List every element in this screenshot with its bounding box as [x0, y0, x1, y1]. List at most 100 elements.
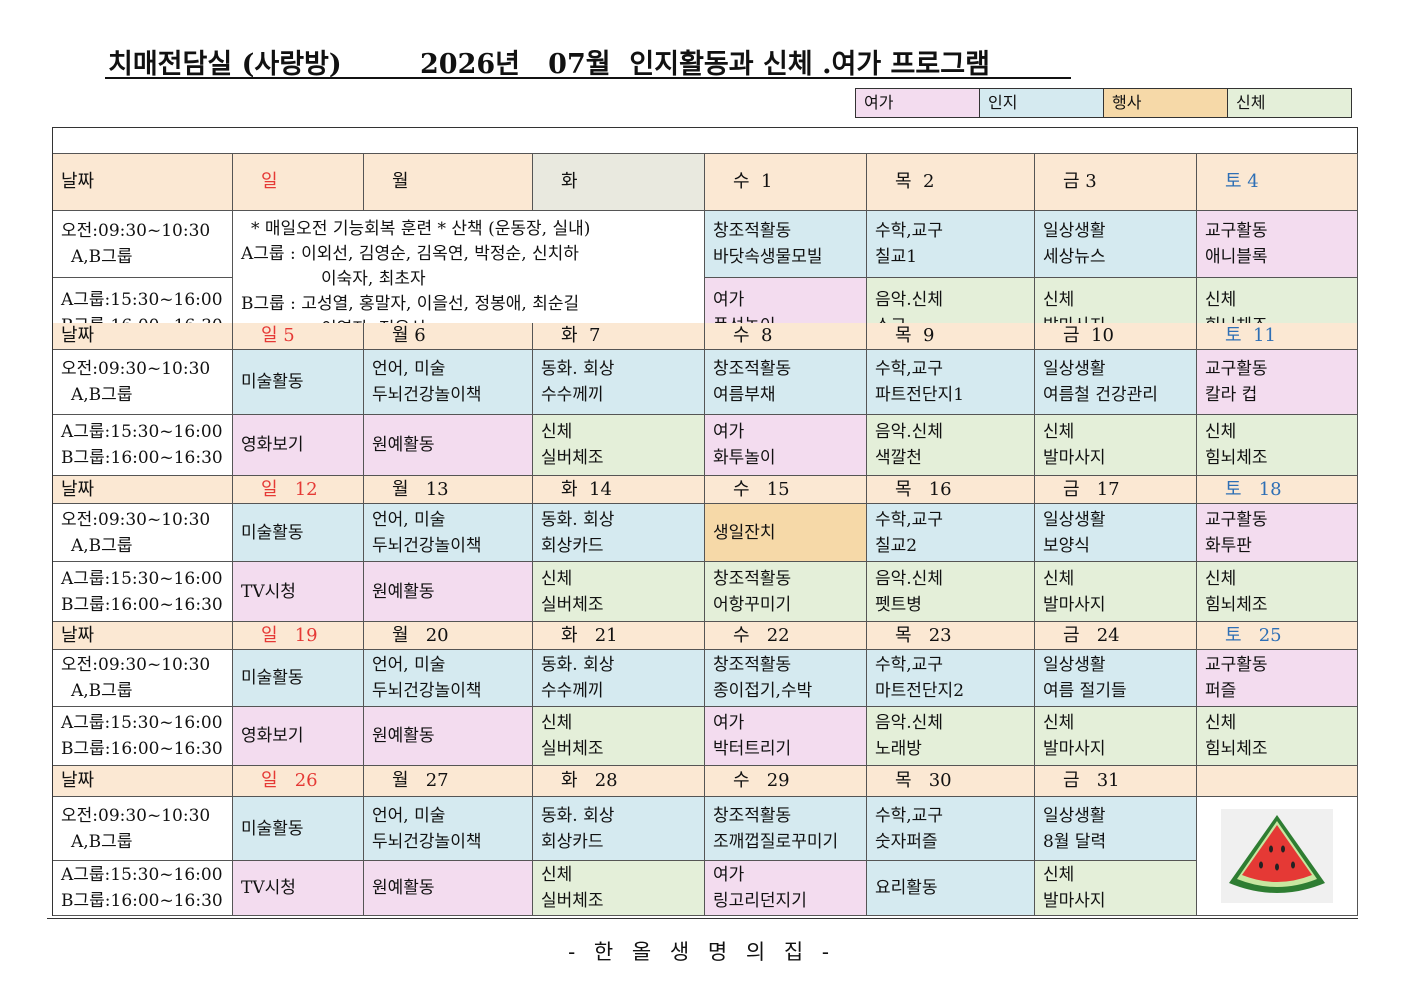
activity-cell: 언어, 미술 두뇌건강놀이책 — [364, 504, 533, 562]
cell-text: * 매일오전 기능회복 훈련 * 산책 (운동장, 실내) — [251, 219, 591, 239]
legend-item: 여가 — [856, 89, 980, 117]
cell-text: 언어, 미술 — [372, 805, 446, 826]
cell-text: 신체 — [1205, 713, 1237, 733]
cell-text: 여가 — [713, 713, 745, 733]
day-header: 화 28 — [533, 766, 705, 797]
cell-text: B그룹 : 고성열, 홍말자, 이을선, 정봉애, 최순길 — [241, 294, 580, 314]
cell-text: 오전:09:30~10:30 — [61, 221, 211, 241]
cell-text: 신체 — [1043, 865, 1075, 885]
cell-text: 화 7 — [561, 325, 601, 346]
cell-text: 일상생활 — [1043, 221, 1106, 241]
cell-text: 칠교2 — [875, 535, 918, 556]
day-header: 월 27 — [364, 766, 533, 797]
cell-text: 칠교1 — [875, 247, 918, 267]
cell-text: 오전:09:30~10:30 — [61, 509, 211, 530]
cell-text: 창조적활동 — [713, 221, 792, 241]
cell-text: 조깨껍질로꾸미기 — [713, 831, 839, 852]
activity-cell: 생일잔치 — [705, 504, 867, 562]
cell-text: 신체 — [1205, 568, 1237, 589]
cell-text: 언어, 미술 — [372, 655, 446, 675]
cell-text: 교구활동 — [1205, 359, 1268, 379]
cell-text: 날짜 — [61, 770, 95, 791]
cell-text: 칼라 컵 — [1205, 385, 1258, 405]
activity-cell: 언어, 미술 두뇌건강놀이책 — [364, 350, 533, 415]
day-header: 월 — [364, 154, 533, 211]
activity-cell: 언어, 미술 두뇌건강놀이책 — [364, 797, 533, 861]
time-cell: 오전:09:30~10:30 A,B그룹 — [53, 797, 233, 861]
activity-cell: 신체 실버체조 — [533, 861, 705, 916]
day-header: 금 17 — [1035, 476, 1197, 504]
day-header: 목 23 — [867, 622, 1035, 650]
day-header: 금 24 — [1035, 622, 1197, 650]
cell-text: 날짜 — [61, 624, 95, 646]
cell-text: 미술활동 — [241, 668, 304, 688]
time-cell: 오전:09:30~10:30 A,B그룹 — [53, 211, 233, 278]
activity-cell: 창조적활동 어항꾸미기 — [705, 562, 867, 622]
activity-cell: 일상생활 여름 절기들 — [1035, 650, 1197, 707]
day-header: 일 5 — [233, 323, 364, 350]
legend-item: 신체 — [1228, 89, 1351, 117]
day-header: 수 22 — [705, 622, 867, 650]
cell-text: A,B그룹 — [71, 681, 133, 701]
cell-text: 날짜 — [61, 171, 95, 192]
cell-text: 일 12 — [261, 478, 318, 500]
cell-text: 영화보기 — [241, 726, 304, 746]
activity-cell: 일상생활 보양식 — [1035, 504, 1197, 562]
time-cell: 오전:09:30~10:30 A,B그룹 — [53, 504, 233, 562]
day-header: 수 1 — [705, 154, 867, 211]
activity-cell: 신체 실버체조 — [533, 562, 705, 622]
cell-text: 교구활동 — [1205, 655, 1268, 675]
activity-cell: 일상생활 여름철 건강관리 — [1035, 350, 1197, 415]
day-header: 토 18 — [1197, 476, 1358, 504]
activity-cell: 수학,교구 마트전단지2 — [867, 650, 1035, 707]
title-left: 치매전담실 (사랑방) — [108, 49, 342, 80]
cell-text: 노래방 — [875, 739, 922, 759]
cell-text: 토 18 — [1225, 478, 1282, 500]
activity-cell: 동화. 회상 수수께끼 — [533, 350, 705, 415]
day-header: 목 30 — [867, 766, 1035, 797]
cell-text: 발마사지 — [1043, 891, 1106, 911]
cell-text: 일 19 — [261, 624, 318, 646]
day-header: 날짜 — [53, 476, 233, 504]
cell-text: 보양식 — [1043, 535, 1090, 556]
watermelon-image — [1221, 809, 1333, 903]
cell-text: 8월 달력 — [1043, 831, 1107, 852]
activity-cell: 미술활동 — [233, 350, 364, 415]
cell-text: 토 4 — [1225, 171, 1259, 192]
cell-text: 미술활동 — [241, 818, 304, 839]
cell-text: 오전:09:30~10:30 — [61, 655, 211, 675]
cell-text: 목 9 — [895, 325, 935, 346]
cell-text: 퍼즐 — [1205, 681, 1237, 701]
day-header: 목 9 — [867, 323, 1035, 350]
cell-text: 링고리던지기 — [713, 891, 807, 911]
cell-text: 수학,교구 — [875, 509, 943, 530]
cell-text: 신체 — [1236, 93, 1266, 112]
activity-cell: 영화보기 — [233, 415, 364, 476]
activity-cell: 음악.신체 노래방 — [867, 707, 1035, 766]
day-header: 금 10 — [1035, 323, 1197, 350]
day-header: 날짜 — [53, 622, 233, 650]
cell-text: 오전:09:30~10:30 — [61, 359, 211, 379]
cell-text: 언어, 미술 — [372, 359, 446, 379]
cell-text: 바닷속생물모빌 — [713, 247, 823, 267]
cell-text: 여가 — [713, 865, 745, 885]
cell-text: 신체 — [1043, 568, 1075, 589]
legend: 여가 인지 행사 신체 — [855, 88, 1352, 118]
cell-text: 동화. 회상 — [541, 805, 615, 826]
cell-text: 여름부채 — [713, 385, 776, 405]
cell-text: TV시청 — [241, 581, 296, 602]
day-header: 금 3 — [1035, 154, 1197, 211]
activity-cell: 요리활동 — [867, 861, 1035, 916]
cell-text: 신체 — [541, 568, 573, 589]
cell-text: 일상생활 — [1043, 655, 1106, 675]
activity-cell: 신체 실버체조 — [533, 707, 705, 766]
title-right: 2026년 07월 인지활동과 신체 .여가 프로그램 — [420, 49, 990, 80]
cell-text: 창조적활동 — [713, 655, 792, 675]
legend-item: 행사 — [1104, 89, 1228, 117]
activity-cell: 미술활동 — [233, 650, 364, 707]
cell-text: 음악.신체 — [875, 422, 943, 442]
